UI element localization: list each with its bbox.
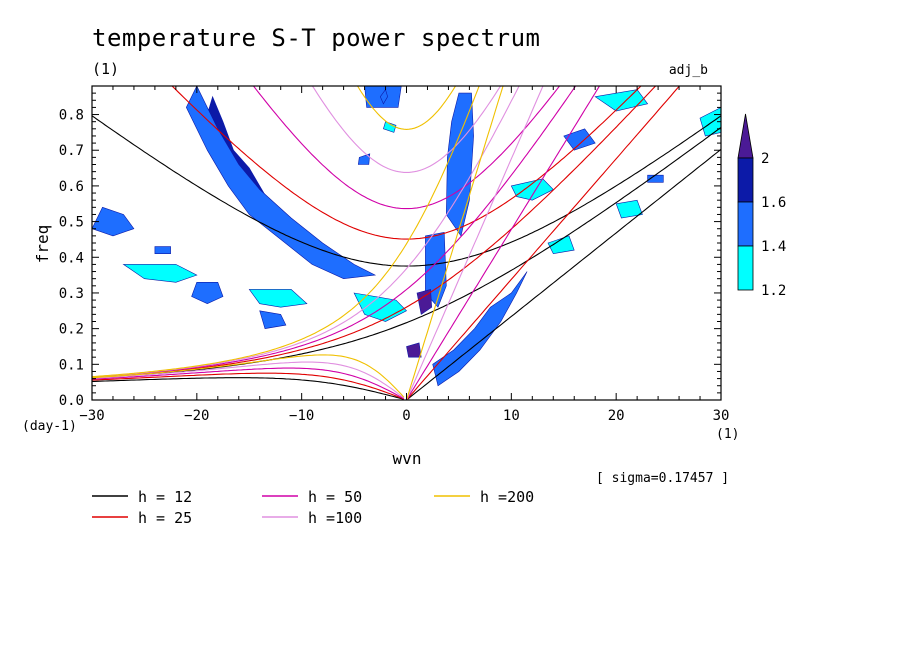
contour-fill-layer	[92, 86, 721, 387]
rossby-curve-h12	[92, 377, 405, 400]
contour-region-10	[432, 271, 528, 387]
contour-region-13	[92, 206, 135, 237]
y-tick-label: 0.3	[59, 286, 84, 302]
inertia-gravity-curve-h200	[356, 86, 457, 130]
y-tick-label: 0.5	[59, 215, 84, 231]
colorbar: 2 1.6 1.4 1.2	[737, 113, 786, 299]
contour-region-1	[185, 86, 377, 280]
contour-region-14	[122, 264, 198, 283]
chart-title: temperature S-T power spectrum	[92, 24, 540, 52]
colorbar-label: 1.6	[761, 195, 786, 211]
x-tick-label: 30	[713, 408, 730, 424]
legend-label: h = 25	[138, 509, 192, 527]
colorbar-arrow	[737, 113, 754, 159]
contour-region-5	[445, 92, 474, 237]
y-tick-label: 0.1	[59, 357, 84, 373]
inertia-gravity-curve-h25	[171, 86, 642, 240]
x-tick-label: −10	[289, 408, 314, 424]
legend: h = 12 h = 25 h = 50 h =100 h =200	[92, 488, 534, 527]
contour-region-17	[259, 310, 287, 329]
colorbar-swatch	[737, 157, 754, 203]
mrg-curve-h100	[92, 86, 520, 378]
colorbar-label: 1.2	[761, 283, 786, 299]
inertia-gravity-curve-h50	[252, 86, 561, 210]
y-tick-label: 0.7	[59, 143, 84, 159]
mrg-curve-h12	[92, 126, 721, 379]
contour-region-23	[615, 199, 643, 219]
kelvin-curve-h12	[406, 148, 721, 400]
contour-region-26	[383, 121, 397, 133]
contour-region-22	[594, 89, 649, 112]
colorbar-swatch	[737, 201, 754, 247]
contour-region-19	[154, 246, 171, 254]
y-tick-label: 0.0	[59, 393, 84, 409]
x-axis: −30 −20 −10 0 10 20 30	[79, 86, 729, 424]
colorbar-swatch	[737, 245, 754, 291]
y-tick-label: 0.4	[59, 250, 84, 266]
inertia-gravity-curve-h12	[92, 115, 721, 267]
rossby-curve-h200	[92, 354, 405, 398]
y-tick-label: 0.6	[59, 179, 84, 195]
y-tick-label: 0.8	[59, 108, 84, 124]
y-axis-unit: (day-1)	[22, 419, 77, 434]
y-axis: 0.0 0.1 0.2 0.3 0.4 0.5 0.6 0.7 0.8	[59, 85, 721, 409]
dispersion-curves	[92, 86, 721, 400]
colorbar-label: 2	[761, 151, 769, 167]
rossby-curve-h50	[92, 367, 405, 400]
mrg-curve-h25	[92, 86, 657, 379]
mrg-curve-h50	[92, 86, 577, 378]
contour-region-8	[416, 289, 433, 315]
contour-region-20	[510, 178, 554, 201]
kelvin-curve-h25	[406, 86, 681, 400]
x-tick-label: 20	[608, 408, 625, 424]
legend-label: h = 50	[308, 488, 362, 506]
x-tick-label: 10	[503, 408, 520, 424]
kelvin-curve-h200	[405, 86, 504, 400]
colorbar-label: 1.4	[761, 239, 786, 255]
kelvin-curve-h50	[406, 86, 601, 400]
contour-region-16	[248, 289, 308, 308]
chart-subtitle-right: adj_b	[669, 63, 708, 78]
legend-label: h = 12	[138, 488, 192, 506]
contour-region-25	[547, 235, 575, 255]
rossby-curve-h25	[92, 372, 405, 400]
legend-label: h =100	[308, 509, 362, 527]
rossby-curve-h100	[92, 361, 405, 399]
chart-subtitle-left: (1)	[92, 60, 119, 78]
kelvin-curve-h100	[405, 86, 544, 400]
sigma-note: [ sigma=0.17457 ]	[596, 471, 729, 486]
contour-region-21	[563, 128, 596, 151]
y-tick-label: 0.2	[59, 322, 84, 338]
legend-label: h =200	[480, 488, 534, 506]
x-tick-label: −20	[184, 408, 209, 424]
x-tick-label: −30	[79, 408, 104, 424]
inertia-gravity-curve-h100	[311, 86, 502, 173]
x-axis-unit: (1)	[716, 427, 739, 442]
y-axis-label: freq	[33, 225, 52, 264]
x-axis-label: wvn	[393, 449, 422, 468]
contour-region-12	[379, 88, 388, 105]
mrg-curve-h200	[92, 86, 480, 378]
contour-region-11	[406, 342, 422, 358]
x-tick-label: 0	[402, 408, 410, 424]
contour-region-15	[191, 281, 224, 305]
contour-region-18	[353, 292, 408, 322]
